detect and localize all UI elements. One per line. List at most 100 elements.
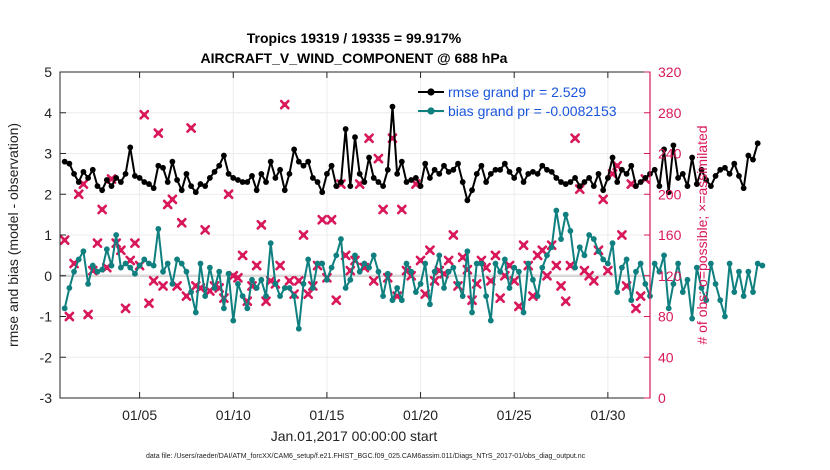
- rmse-point-143: [731, 160, 738, 167]
- obs-marker-core-120: [624, 283, 629, 289]
- rmse-point-9: [103, 177, 110, 183]
- bias-point-134: [689, 315, 696, 322]
- bias-point-118: [614, 289, 621, 295]
- rmse-point-60: [342, 126, 349, 132]
- obs-marker-core-108: [567, 263, 573, 268]
- rmse-point-84: [455, 160, 461, 167]
- rmse-point-35: [225, 170, 232, 177]
- rmse-point-55: [319, 189, 326, 196]
- bias-point-62: [352, 252, 358, 259]
- bias-point-54: [314, 260, 321, 267]
- rmse-point-107: [562, 181, 569, 187]
- rmse-point-62: [352, 134, 358, 141]
- bias-point-63: [356, 268, 363, 275]
- legend: rmse grand pr = 2.529 bias grand pr = -0.…: [418, 84, 617, 119]
- rmse-point-145: [740, 185, 747, 192]
- obs-marker-core-68: [380, 207, 386, 212]
- y-right-axis-label: # of obs: o=possible; ×=assimilated: [694, 125, 710, 344]
- obs-marker-core-26: [184, 293, 189, 299]
- obs-marker-core-42: [258, 222, 264, 228]
- bias-point-129: [665, 305, 672, 312]
- obs-marker-core-66: [371, 278, 377, 284]
- bias-point-124: [642, 281, 649, 287]
- rmse-point-140: [717, 166, 724, 173]
- obs-marker-core-0: [62, 237, 68, 243]
- rmse-point-123: [637, 179, 644, 185]
- legend-marker-rmse: [427, 88, 435, 96]
- obs-marker-core-43: [263, 298, 269, 304]
- rmse-point-18: [146, 181, 152, 187]
- x-tick-label-3: 01/20: [403, 407, 438, 423]
- rmse-point-146: [745, 152, 752, 159]
- rmse-point-27: [188, 183, 195, 190]
- obs-marker-core-24: [174, 283, 180, 289]
- rmse-point-10: [108, 183, 115, 190]
- obs-marker-core-116: [605, 268, 611, 274]
- obs-marker-core-12: [118, 247, 124, 253]
- rmse-point-47: [281, 187, 288, 194]
- rmse-point-136: [698, 166, 705, 173]
- obs-marker-core-92: [493, 252, 498, 258]
- obs-marker-core-25: [179, 220, 185, 226]
- rmse-point-20: [155, 162, 162, 169]
- rmse-point-132: [679, 170, 686, 177]
- rmse-point-46: [277, 166, 283, 173]
- rmse-point-45: [272, 175, 279, 181]
- rmse-point-96: [511, 175, 518, 181]
- rmse-point-103: [544, 166, 550, 173]
- y-left-tick-label-2: -1: [40, 309, 53, 325]
- x-axis-ticks: 01/05 01/10 01/15 01/20 01/25 01/30: [122, 72, 626, 423]
- rmse-point-54: [314, 179, 321, 185]
- obs-marker-core-52: [305, 291, 311, 297]
- rmse-point-109: [572, 175, 578, 181]
- rmse-point-24: [174, 177, 180, 183]
- rmse-point-105: [553, 175, 560, 181]
- rmse-point-75: [412, 175, 419, 181]
- bias-point-139: [712, 281, 719, 287]
- bias-point-61: [347, 276, 354, 283]
- rmse-point-90: [483, 179, 490, 185]
- rmse-point-79: [431, 166, 438, 173]
- rmse-point-83: [450, 166, 457, 173]
- rmse-point-56: [324, 170, 330, 177]
- rmse-point-15: [132, 173, 138, 179]
- obs-marker-core-60: [343, 252, 349, 258]
- obs-marker-core-15: [132, 240, 138, 246]
- bias-point-24: [174, 256, 180, 263]
- bias-point-58: [333, 252, 340, 259]
- obs-marker-core-118: [614, 163, 620, 169]
- obs-marker-core-37: [235, 275, 241, 281]
- bias-point-7: [94, 268, 101, 275]
- rmse-point-51: [300, 162, 307, 169]
- bias-point-113: [590, 236, 597, 242]
- y-right-tick-label-8: 320: [658, 64, 682, 80]
- rmse-point-53: [309, 175, 316, 181]
- legend-label-rmse: rmse grand pr = 2.529: [448, 84, 586, 100]
- obs-marker-core-91: [488, 278, 494, 284]
- bias-point-133: [684, 276, 691, 283]
- rmse-point-113: [590, 183, 597, 190]
- rmse-point-112: [586, 175, 593, 181]
- bias-point-87: [469, 309, 475, 316]
- rmse-point-73: [403, 179, 410, 185]
- bias-point-109: [572, 264, 578, 271]
- bias-point-127: [656, 268, 663, 275]
- bias-point-111: [581, 252, 588, 259]
- bias-point-35: [225, 270, 232, 277]
- bias-point-110: [576, 244, 583, 251]
- bias-point-15: [132, 270, 138, 277]
- y-right-tick-label-5: 200: [658, 186, 682, 202]
- bias-point-25: [178, 260, 185, 267]
- chart-title-line1: Tropics 19319 / 19335 = 99.917%: [247, 30, 462, 46]
- bias-point-144: [736, 268, 742, 275]
- rmse-point-148: [754, 140, 761, 147]
- obs-marker-core-5: [85, 312, 91, 317]
- bias-point-34: [220, 305, 227, 312]
- bias-point-76: [417, 281, 424, 287]
- obs-marker-core-83: [450, 232, 456, 238]
- bias-point-75: [412, 289, 419, 295]
- rmse-point-21: [160, 164, 166, 171]
- rmse-point-74: [408, 177, 415, 183]
